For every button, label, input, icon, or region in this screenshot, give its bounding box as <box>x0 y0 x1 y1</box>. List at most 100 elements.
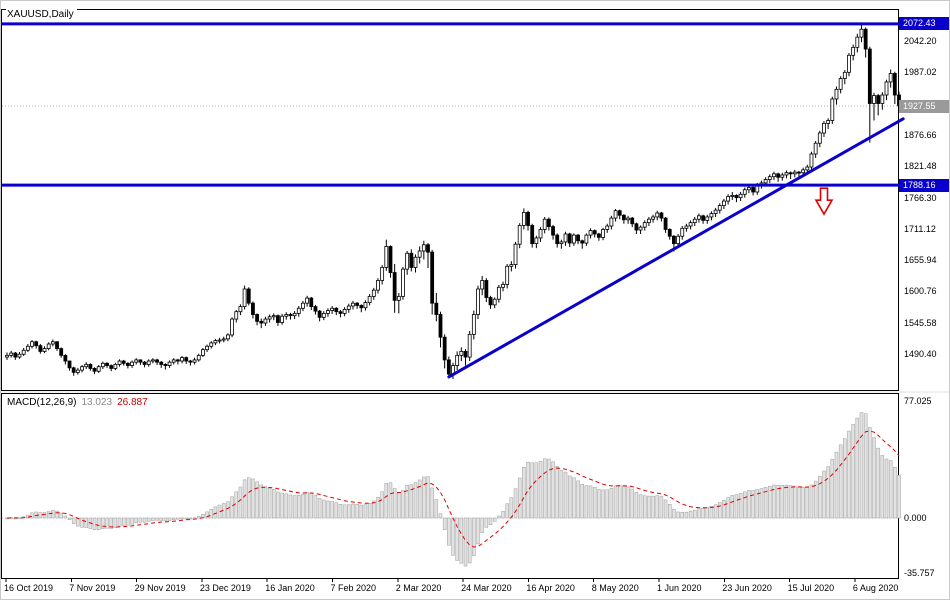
candle-body <box>201 349 205 356</box>
candle-body <box>100 362 105 368</box>
candle-body <box>426 244 430 253</box>
macd-bar <box>847 430 851 519</box>
price-axis: 2042.201987.021931.841876.661821.481766.… <box>899 1 949 599</box>
candle-body <box>417 250 422 258</box>
candle-body <box>171 359 176 363</box>
macd-bar <box>868 427 872 519</box>
macd-bar <box>134 517 138 524</box>
candle-body <box>401 268 405 297</box>
candle-body <box>642 222 647 228</box>
macd-bar <box>38 512 43 519</box>
candle-body <box>405 252 410 270</box>
candle-body <box>613 210 618 219</box>
candle-body <box>305 297 310 304</box>
candle-body <box>255 314 259 322</box>
date-tick-label: 24 Mar 2020 <box>461 583 512 593</box>
macd-bar <box>472 517 476 556</box>
candle-body <box>276 315 280 323</box>
macd-bar <box>609 487 614 519</box>
macd-bar <box>759 488 764 519</box>
macd-bar <box>768 485 772 519</box>
macd-bar <box>297 494 301 519</box>
macd-bar <box>843 438 847 519</box>
candle-body <box>747 187 751 191</box>
candle-body <box>196 354 201 361</box>
macd-bar <box>101 517 105 529</box>
candle-body <box>376 280 380 291</box>
candle-body <box>67 360 72 369</box>
candle-body <box>30 341 34 347</box>
candle-body <box>471 314 476 335</box>
macd-bar <box>893 466 897 519</box>
candle-body <box>55 341 59 349</box>
candle-body <box>667 229 672 237</box>
candle-body <box>330 307 335 311</box>
candle-body <box>767 176 772 180</box>
candle-body <box>809 153 814 168</box>
down-arrow-icon[interactable] <box>814 187 834 216</box>
candle-body <box>296 307 301 314</box>
candle-body <box>838 78 843 90</box>
macd-bar <box>592 487 597 519</box>
macd-bar <box>497 515 501 519</box>
macd-bar <box>117 517 122 527</box>
macd-bar <box>284 493 289 519</box>
macd-bar <box>601 489 605 519</box>
macd-bar <box>259 484 264 519</box>
price-tick-label: 1766.30 <box>904 192 937 203</box>
candle-body <box>292 312 297 317</box>
macd-bar <box>417 479 422 519</box>
candle-body <box>672 235 676 245</box>
candle-body <box>684 225 689 229</box>
candle-body <box>221 338 226 341</box>
macd-bar <box>517 477 522 519</box>
macd-bar <box>142 517 147 523</box>
macd-bar <box>226 501 230 519</box>
candle-body <box>346 305 351 310</box>
candle-body <box>892 73 897 96</box>
macd-bar <box>334 502 339 519</box>
candle-body <box>342 309 347 314</box>
candle-body <box>413 256 418 268</box>
macd-bar <box>718 502 722 519</box>
candle-body <box>580 240 585 244</box>
macd-bar <box>171 517 176 520</box>
candle-body <box>34 341 39 347</box>
macd-bar <box>130 517 134 525</box>
macd-bar <box>851 424 855 519</box>
candle-body <box>822 122 826 134</box>
macd-bar <box>467 517 472 564</box>
macd-bar <box>84 517 88 528</box>
time-axis: 16 Oct 2019 7 Nov 2019 29 Nov 2019 23 Dec 2… <box>1 582 949 598</box>
macd-bar <box>788 485 793 519</box>
candle-body <box>817 132 822 144</box>
macd-bar <box>276 491 280 519</box>
macd-bar <box>442 517 447 531</box>
macd-bar <box>655 495 659 519</box>
macd-signal-value: 26.887 <box>117 397 148 408</box>
macd-bar <box>697 508 701 519</box>
macd-bar <box>880 455 885 519</box>
candle-body <box>563 233 568 243</box>
macd-bar <box>359 504 364 519</box>
candle-body <box>180 357 184 362</box>
date-tick-label: 29 Nov 2019 <box>134 583 186 593</box>
macd-tick-label: 77.025 <box>904 396 932 406</box>
candlestick-series[interactable] <box>5 22 901 380</box>
candle-body <box>13 352 18 358</box>
macd-bar <box>805 487 810 519</box>
trendline[interactable] <box>447 117 905 379</box>
candle-body <box>596 233 601 238</box>
candle-body <box>338 311 343 314</box>
date-tick-label: 7 Feb 2020 <box>330 583 377 593</box>
macd-bar <box>351 503 355 519</box>
macd-bar <box>538 461 543 519</box>
candle-body <box>855 36 860 48</box>
candle-body <box>801 169 806 174</box>
macd-bar <box>242 479 247 519</box>
macd-bar <box>51 510 55 519</box>
candle-body <box>109 365 114 369</box>
macd-panel-border <box>1 393 899 579</box>
macd-bar <box>234 491 239 519</box>
